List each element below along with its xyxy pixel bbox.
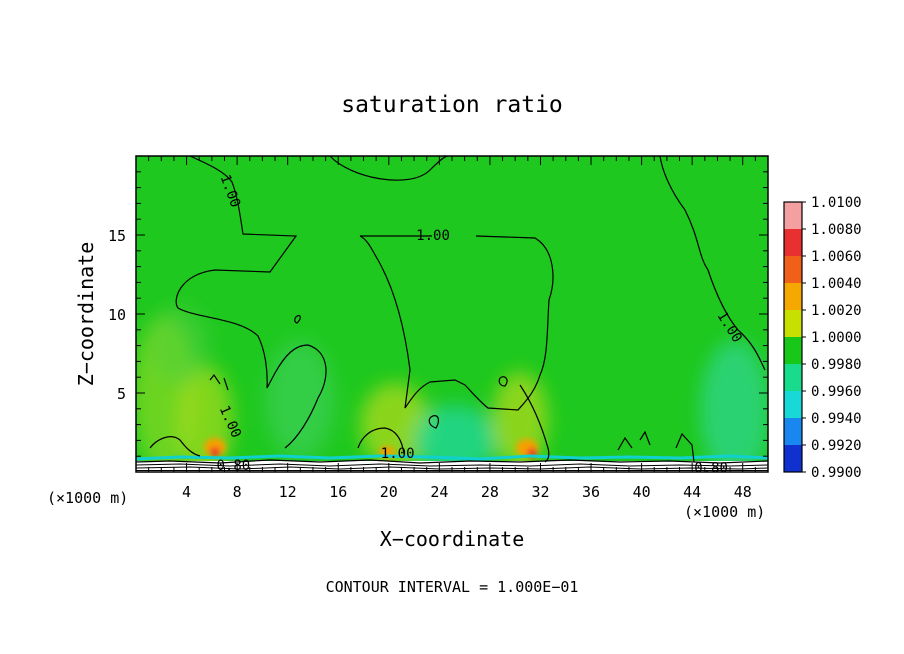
colorbar-swatch xyxy=(784,256,802,283)
contour-label: 1.00 xyxy=(416,228,450,244)
colorbar-swatch xyxy=(784,445,802,472)
colorbar-level-label: 1.0020 xyxy=(811,303,862,319)
contour-label: 1.00 xyxy=(381,446,415,462)
y-axis: 5 10 15 xyxy=(108,171,768,457)
x-unit-left: (×1000 m) xyxy=(47,489,128,507)
colorbar-level-label: 1.0080 xyxy=(811,222,862,238)
x-axis-label: X−coordinate xyxy=(380,527,525,551)
colorbar-level-label: 1.0000 xyxy=(811,330,862,346)
contour-interval-note: CONTOUR INTERVAL = 1.000E−01 xyxy=(326,578,579,596)
contour-label-text: 0.80 xyxy=(694,460,728,476)
x-tick-label: 44 xyxy=(683,483,701,501)
colorbar-level-label: 0.9940 xyxy=(811,411,862,427)
x-tick-label: 32 xyxy=(531,483,549,501)
colorbar-level-label: 1.0040 xyxy=(811,276,862,292)
colorbar-swatch xyxy=(784,391,802,418)
colorbar-level-label: 0.9900 xyxy=(811,465,862,481)
chart-title: saturation ratio xyxy=(341,92,563,118)
colorbar-swatch xyxy=(784,337,802,364)
x-tick-label: 48 xyxy=(734,483,752,501)
colorbar-swatch xyxy=(784,310,802,337)
x-tick-label: 24 xyxy=(430,483,448,501)
x-tick-label: 12 xyxy=(279,483,297,501)
colorbar-swatch xyxy=(784,202,802,229)
x-axis: 4 8 12 16 20 24 28 32 36 40 44 48 xyxy=(148,156,756,501)
x-tick-label: 28 xyxy=(481,483,499,501)
x-tick-label: 40 xyxy=(633,483,651,501)
colorbar-swatch xyxy=(784,283,802,310)
colorbar-level-label: 0.9960 xyxy=(811,384,862,400)
colorbar-level-label: 1.0100 xyxy=(811,195,862,211)
colorbar-level-label: 1.0060 xyxy=(811,249,862,265)
colorbar: 1.0100 1.0080 1.0060 1.0040 1.0020 1.0000 0.99… xyxy=(783,195,862,481)
colorbar-level-label: 0.9920 xyxy=(811,438,862,454)
colorbar-level-label: 0.9980 xyxy=(811,357,862,373)
x-tick-label: 16 xyxy=(329,483,347,501)
contour-label-text: 1.00 xyxy=(416,228,450,244)
y-axis-label: Z−coordinate xyxy=(74,242,98,387)
x-tick-label: 36 xyxy=(582,483,600,501)
contour-lines xyxy=(149,156,766,463)
colorbar-swatch xyxy=(784,364,802,391)
contour-label: 0.80 xyxy=(694,460,728,476)
y-tick-label: 5 xyxy=(117,385,126,403)
colorbar-swatch xyxy=(784,229,802,256)
x-unit-right: (×1000 m) xyxy=(684,503,765,521)
plot-area: 1.001.001.001.001.000.80 0.80 xyxy=(136,156,768,476)
y-tick-label: 15 xyxy=(108,227,126,245)
x-tick-label: 20 xyxy=(380,483,398,501)
x-tick-label: 8 xyxy=(233,483,242,501)
x-tick-label: 4 xyxy=(182,483,191,501)
colorbar-swatch xyxy=(784,418,802,445)
contour-label-text: 1.00 xyxy=(381,446,415,462)
y-tick-label: 10 xyxy=(108,306,126,324)
